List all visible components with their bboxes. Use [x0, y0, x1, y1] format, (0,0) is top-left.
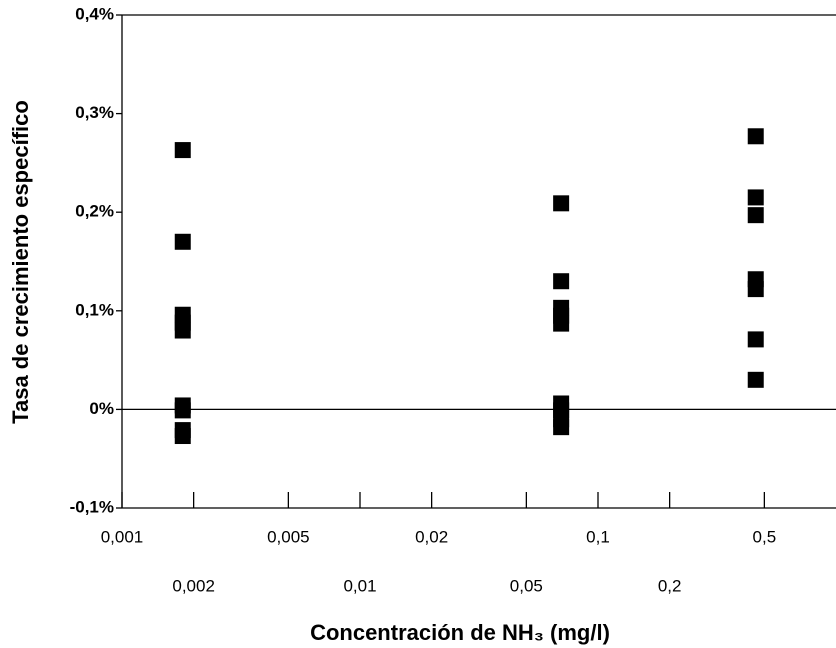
point [553, 195, 570, 212]
x-tick-label: 0,002 [172, 576, 215, 595]
x-tick-label: 0,01 [343, 576, 376, 595]
point [747, 189, 764, 206]
x-tick-label: 0,005 [267, 527, 310, 546]
y-tick-label: -0,1% [70, 497, 114, 516]
point [174, 402, 191, 419]
y-axis-title: Tasa de crecimiento específico [8, 100, 33, 424]
point [747, 281, 764, 298]
point [553, 315, 570, 332]
x-tick-label: 0,5 [753, 527, 777, 546]
x-tick-label: 0,2 [658, 576, 682, 595]
point [747, 207, 764, 224]
point [553, 273, 570, 290]
point [174, 322, 191, 339]
point [747, 128, 764, 145]
y-tick-label: 0% [89, 399, 114, 418]
x-tick-label: 0,001 [101, 527, 144, 546]
point [174, 142, 191, 159]
x-axis-title: Concentración de NH₃ (mg/l) [310, 620, 610, 645]
point [747, 331, 764, 348]
x-tick-label: 0,05 [510, 576, 543, 595]
point [174, 428, 191, 445]
y-tick-label: 0,4% [75, 4, 114, 23]
x-tick-label: 0,02 [415, 527, 448, 546]
y-tick-label: 0,2% [75, 202, 114, 221]
point [553, 419, 570, 436]
y-tick-label: 0,1% [75, 300, 114, 319]
x-tick-label: 0,1 [586, 527, 610, 546]
y-tick-label: 0,3% [75, 103, 114, 122]
point [747, 371, 764, 388]
point [174, 233, 191, 250]
